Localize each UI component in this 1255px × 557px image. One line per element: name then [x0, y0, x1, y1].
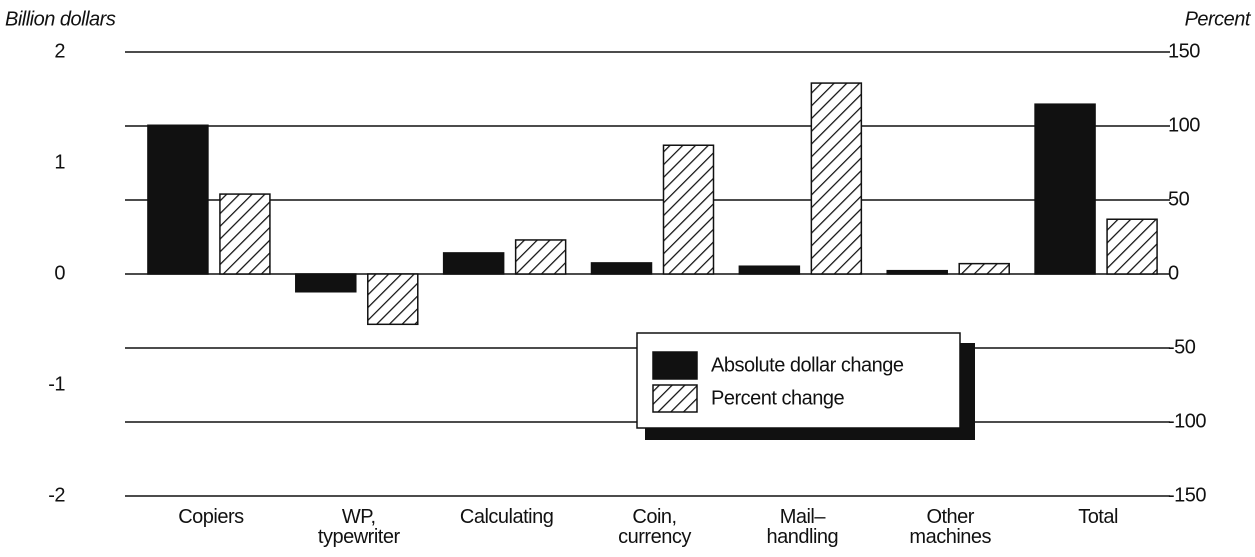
- x-tick-label: Copiers: [178, 506, 244, 528]
- y2-axis-title: Percent: [1185, 8, 1252, 30]
- y2-tick-label: 100: [1168, 114, 1200, 136]
- x-tick-label: Total: [1078, 506, 1118, 528]
- legend-swatch: [652, 351, 698, 380]
- y2-tick-label: -50: [1168, 336, 1196, 358]
- bar: [219, 193, 271, 275]
- y2-tick-label: 50: [1168, 188, 1190, 210]
- x-tick-label: WP, typewriter: [318, 506, 401, 548]
- bar: [147, 124, 209, 275]
- bar: [590, 262, 653, 275]
- bar: [738, 265, 801, 275]
- legend-label: Absolute dollar change: [711, 354, 904, 376]
- bar: [295, 273, 357, 293]
- bar: [810, 82, 863, 275]
- x-tick-label: Other machines: [909, 506, 991, 548]
- x-tick-label: Calculating: [460, 506, 553, 528]
- y-tick-label: 1: [54, 151, 65, 173]
- y-tick-label: 2: [54, 40, 65, 62]
- x-tick-label: Coin, currency: [618, 506, 691, 548]
- bar: [1106, 218, 1158, 275]
- bar: [662, 144, 715, 275]
- bar: [367, 273, 419, 326]
- y2-tick-label: -100: [1168, 410, 1206, 432]
- y-tick-label: -1: [48, 373, 65, 395]
- bar: [958, 262, 1010, 275]
- y2-tick-label: -150: [1168, 484, 1206, 506]
- legend-label: Percent change: [711, 387, 844, 409]
- bar: [886, 269, 948, 275]
- legend-swatch: [652, 384, 698, 413]
- bar: [1034, 103, 1096, 275]
- bar: [514, 239, 567, 275]
- y-tick-label: -2: [48, 484, 65, 506]
- y-tick-label: 0: [54, 262, 65, 284]
- y2-tick-label: 150: [1168, 40, 1200, 62]
- legend: [636, 332, 961, 429]
- y2-tick-label: 0: [1168, 262, 1179, 284]
- x-tick-label: Mail– handling: [767, 506, 839, 548]
- bar: [442, 252, 505, 275]
- y-axis-title: Billion dollars: [5, 8, 116, 30]
